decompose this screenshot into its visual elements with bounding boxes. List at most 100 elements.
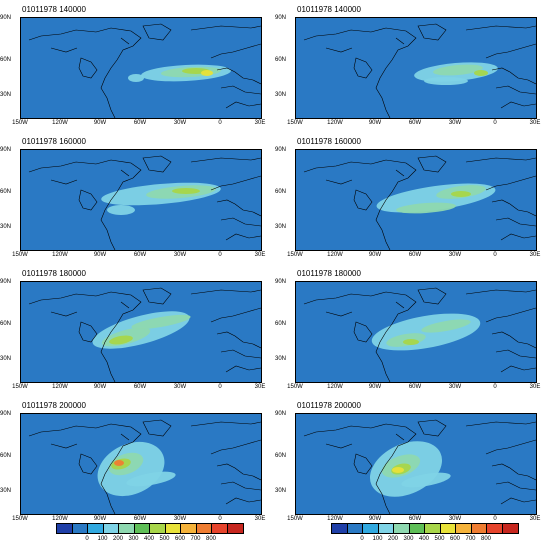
- lon-label: 150W: [12, 252, 28, 258]
- lat-label: 30N: [0, 356, 12, 362]
- lat-label: 60N: [0, 57, 12, 63]
- contour-region: [126, 471, 176, 487]
- lon-label: 0: [493, 120, 497, 126]
- panel-title: 01011978 200000: [22, 401, 86, 410]
- map-area: [20, 281, 262, 383]
- lat-label: 90N: [275, 411, 287, 417]
- lon-label: 150W: [12, 120, 28, 126]
- lon-label: 60W: [408, 252, 422, 258]
- lat-label: 30N: [275, 488, 287, 494]
- lon-label: 0: [493, 384, 497, 390]
- lon-label: 0: [218, 516, 222, 522]
- colorbar-label: 800: [205, 536, 216, 542]
- colorbar-swatch: [119, 524, 135, 533]
- colorbar-label: 600: [174, 536, 185, 542]
- lon-label: 30E: [529, 516, 541, 522]
- colorbar-swatch: [347, 524, 363, 533]
- lon-label: 30E: [529, 252, 541, 258]
- lat-label: 90N: [0, 411, 12, 417]
- colorbar-swatch: [394, 524, 410, 533]
- panel-title: 01011978 160000: [297, 137, 361, 146]
- colorbar-swatch: [212, 524, 228, 533]
- lat-label: 30N: [0, 224, 12, 230]
- lon-label: 150W: [12, 516, 28, 522]
- contour-region: [392, 467, 404, 473]
- lon-label: 30W: [448, 120, 462, 126]
- coastline: [28, 287, 261, 382]
- contour-region: [396, 202, 456, 214]
- colorbar-swatch: [332, 524, 348, 533]
- colorbar-swatch: [409, 524, 425, 533]
- lat-label: 90N: [275, 147, 287, 153]
- lat-label: 90N: [275, 15, 287, 21]
- lat-label: 90N: [0, 147, 12, 153]
- lon-label: 120W: [327, 120, 343, 126]
- lon-label: 150W: [287, 120, 303, 126]
- colorbar-swatch: [181, 524, 197, 533]
- lon-label: 60W: [408, 120, 422, 126]
- lon-label: 90W: [368, 516, 382, 522]
- lon-label: 30W: [448, 252, 462, 258]
- colorbar-swatch: [57, 524, 73, 533]
- colorbar-label: 200: [387, 536, 398, 542]
- map-area: [295, 149, 537, 251]
- colorbar-label: 500: [434, 536, 445, 542]
- lon-label: 30E: [254, 252, 266, 258]
- lon-label: 0: [218, 120, 222, 126]
- contour-region: [474, 70, 488, 76]
- colorbar-swatch: [363, 524, 379, 533]
- colorbar-swatch: [88, 524, 104, 533]
- colorbar-swatch: [487, 524, 503, 533]
- lon-label: 30W: [448, 384, 462, 390]
- lon-label: 30W: [173, 516, 187, 522]
- colorbar-swatch: [378, 524, 394, 533]
- map-panel-r4c1: 01011978 200000 90N 60N 30N 150W 120W 90W 60W 30…: [0, 401, 265, 524]
- colorbar-right: [331, 523, 519, 534]
- panel-title: 01011978 180000: [22, 269, 86, 278]
- contour-region: [107, 205, 135, 215]
- lon-label: 60W: [133, 252, 147, 258]
- lon-label: 30E: [254, 384, 266, 390]
- lon-label: 30W: [173, 384, 187, 390]
- lon-label: 60W: [133, 384, 147, 390]
- colorbar-label: 300: [403, 536, 414, 542]
- contour-region: [401, 472, 451, 488]
- lat-label: 60N: [0, 321, 12, 327]
- lon-label: 150W: [287, 516, 303, 522]
- lon-label: 90W: [93, 384, 107, 390]
- panel-title: 01011978 160000: [22, 137, 86, 146]
- contour-region: [109, 335, 133, 345]
- lon-label: 150W: [12, 384, 28, 390]
- map-area: [295, 281, 537, 383]
- lon-label: 120W: [327, 516, 343, 522]
- contour-region: [128, 74, 144, 82]
- map-panel-r1c2: 01011978 140000 90N 60N 30N 150W 120W 90W 60W 30…: [275, 5, 540, 128]
- map-panel-r3c1: 01011978 180000 90N 60N 30N 150W 120W 90W 60W 30…: [0, 269, 265, 392]
- map-panel-r2c2: 01011978 160000 90N 60N 30N 150W 120W 90W 60W 30…: [275, 137, 540, 260]
- contour-region: [114, 460, 124, 466]
- lon-label: 120W: [52, 516, 68, 522]
- colorbar-label: 400: [418, 536, 429, 542]
- lat-label: 30N: [275, 356, 287, 362]
- lon-label: 90W: [93, 120, 107, 126]
- map-area: [295, 17, 537, 119]
- coastline: [303, 23, 536, 118]
- contour-region: [131, 314, 191, 330]
- coastline: [28, 419, 261, 514]
- lon-label: 30W: [173, 120, 187, 126]
- contour-region: [201, 70, 213, 76]
- panel-title: 01011978 200000: [297, 401, 361, 410]
- colorbar-label: 700: [465, 536, 476, 542]
- colorbar-label: 100: [97, 536, 108, 542]
- lon-label: 120W: [52, 120, 68, 126]
- colorbar-label: 500: [159, 536, 170, 542]
- map-area: [20, 413, 262, 515]
- coastline: [303, 419, 536, 514]
- lon-label: 0: [493, 252, 497, 258]
- lon-label: 30W: [448, 516, 462, 522]
- coastline: [28, 23, 261, 118]
- colorbar-swatch: [150, 524, 166, 533]
- lon-label: 60W: [133, 120, 147, 126]
- colorbar-label: 800: [480, 536, 491, 542]
- lon-label: 90W: [93, 252, 107, 258]
